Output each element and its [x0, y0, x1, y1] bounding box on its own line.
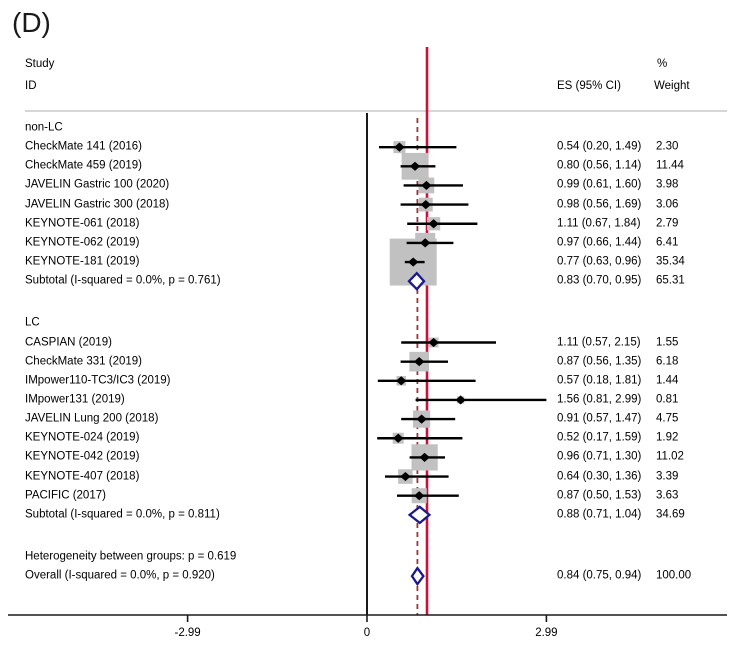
- panel-label: (D): [12, 7, 51, 38]
- weight-value: 1.92: [656, 431, 679, 444]
- weight-value: 3.63: [656, 489, 679, 502]
- weight-value: 11.44: [656, 159, 684, 172]
- point-estimate-marker: [414, 357, 425, 367]
- weight-value: 35.34: [656, 255, 685, 268]
- weight-value: 4.75: [656, 412, 679, 425]
- weight-value: 34.69: [656, 508, 685, 521]
- weight-value: 0.81: [656, 393, 679, 406]
- es-ci-value: 0.80 (0.56, 1.14): [557, 159, 642, 172]
- es-ci-value: 0.97 (0.66, 1.44): [557, 236, 642, 249]
- study-label: CheckMate 331 (2019): [25, 355, 142, 368]
- es-ci-value: 0.84 (0.75, 0.94): [557, 569, 642, 582]
- weight-value: 1.44: [656, 374, 679, 387]
- pooled-estimate-diamond: [407, 271, 426, 291]
- weight-value: 3.39: [656, 470, 679, 483]
- point-estimate-marker: [421, 180, 432, 191]
- point-estimate-marker: [396, 376, 407, 386]
- es-ci-value: 0.83 (0.70, 0.95): [557, 274, 642, 287]
- pooled-estimate-diamond: [410, 566, 425, 587]
- study-label: Overall (I-squared = 0.0%, p = 0.920): [25, 569, 215, 582]
- study-label: Subtotal (I-squared = 0.0%, p = 0.811): [25, 508, 220, 521]
- es-ci-value: 0.91 (0.57, 1.47): [557, 412, 642, 425]
- point-estimate-marker: [400, 471, 411, 482]
- point-estimate-marker: [420, 238, 431, 248]
- es-ci-value: 0.64 (0.30, 1.36): [557, 470, 642, 483]
- weight-value: 65.31: [656, 274, 685, 287]
- es-ci-value: 0.87 (0.56, 1.35): [557, 355, 642, 368]
- point-estimate-marker: [416, 414, 427, 424]
- point-estimate-marker: [428, 219, 439, 229]
- study-label: JAVELIN Gastric 300 (2018): [25, 198, 170, 211]
- study-label: KEYNOTE-062 (2019): [25, 236, 140, 249]
- es-ci-value: 0.88 (0.71, 1.04): [557, 508, 642, 521]
- es-ci-value: 0.54 (0.20, 1.49): [557, 140, 642, 153]
- es-ci-value: 0.98 (0.56, 1.69): [557, 198, 642, 211]
- column-header-es-ci: ES (95% CI): [557, 80, 621, 92]
- column-header-percent: %: [657, 58, 668, 70]
- weight-value: 1.55: [656, 336, 679, 348]
- column-header-study: Study: [25, 58, 55, 70]
- pooled-estimate-diamond: [407, 505, 432, 525]
- point-estimate-marker: [393, 433, 404, 443]
- point-estimate-marker: [455, 395, 466, 405]
- weight-value: 6.18: [656, 355, 679, 368]
- point-estimate-marker: [414, 491, 425, 501]
- x-axis-tick-label: -2.99: [174, 627, 201, 639]
- es-ci-value: 1.11 (0.67, 1.84): [557, 217, 641, 230]
- weight-value: 6.41: [656, 236, 679, 249]
- study-label: Subtotal (I-squared = 0.0%, p = 0.761): [25, 274, 221, 287]
- weight-value: 3.06: [656, 198, 679, 211]
- group-heading: LC: [25, 316, 40, 329]
- weight-value: 2.79: [656, 217, 679, 230]
- weight-value: 11.02: [656, 450, 684, 463]
- weight-value: 3.98: [656, 178, 679, 191]
- study-label: KEYNOTE-061 (2018): [25, 217, 140, 230]
- column-header-id: ID: [25, 80, 37, 92]
- study-label: KEYNOTE-181 (2019): [25, 255, 140, 268]
- study-label: CheckMate 459 (2019): [25, 159, 142, 172]
- group-heading: non-LC: [25, 121, 63, 134]
- es-ci-value: 0.52 (0.17, 1.59): [557, 431, 642, 444]
- es-ci-value: 1.56 (0.81, 2.99): [557, 393, 642, 406]
- heterogeneity-note: Heterogeneity between groups: p = 0.619: [25, 550, 237, 563]
- weight-value: 2.30: [656, 140, 679, 153]
- point-estimate-marker: [394, 142, 405, 152]
- study-label: PACIFIC (2017): [25, 489, 106, 502]
- study-label: KEYNOTE-042 (2019): [25, 450, 140, 463]
- point-estimate-marker: [420, 200, 431, 210]
- point-estimate-marker: [408, 257, 419, 267]
- es-ci-value: 0.87 (0.50, 1.53): [557, 489, 642, 502]
- point-estimate-marker: [419, 452, 430, 462]
- study-label: IMpower110-TC3/IC3 (2019): [25, 374, 171, 387]
- es-ci-value: 0.57 (0.18, 1.81): [557, 374, 642, 387]
- es-ci-value: 1.11 (0.57, 2.15): [557, 336, 641, 348]
- study-label: KEYNOTE-407 (2018): [25, 470, 140, 483]
- study-label: JAVELIN Lung 200 (2018): [25, 412, 159, 425]
- es-ci-value: 0.77 (0.63, 0.96): [557, 255, 642, 268]
- study-label: CASPIAN (2019): [25, 336, 112, 348]
- es-ci-value: 0.99 (0.61, 1.60): [557, 178, 642, 191]
- point-estimate-marker: [409, 161, 421, 171]
- column-header-weight: Weight: [654, 80, 690, 92]
- weight-value: 100.00: [656, 569, 692, 582]
- study-label: CheckMate 141 (2016): [25, 140, 142, 153]
- es-ci-value: 0.96 (0.71, 1.30): [557, 450, 642, 463]
- point-estimate-marker: [428, 337, 439, 348]
- study-label: IMpower131 (2019): [25, 393, 125, 406]
- study-label: JAVELIN Gastric 100 (2020): [25, 178, 170, 191]
- study-label: KEYNOTE-024 (2019): [25, 431, 140, 444]
- x-axis-tick-label: 0: [363, 627, 371, 639]
- x-axis-tick-label: 2.99: [535, 627, 558, 639]
